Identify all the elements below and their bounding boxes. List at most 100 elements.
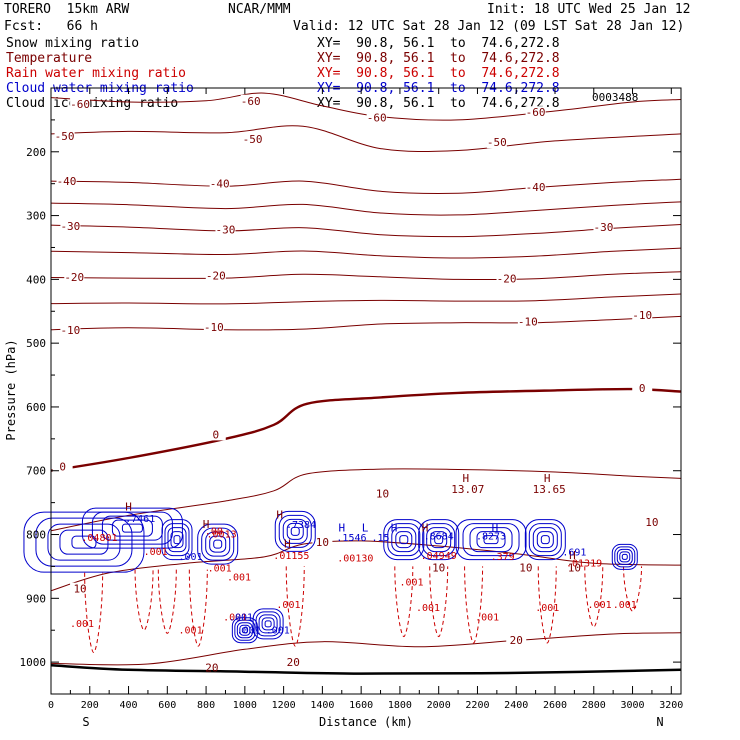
south-label: S — [82, 715, 89, 729]
cloud-water-contour — [274, 510, 316, 552]
cloud-value-label: .001 — [237, 625, 261, 636]
cloud-value-label: .001 — [179, 552, 203, 563]
x-tick-label: 1600 — [349, 700, 373, 711]
cloud-water-contour — [476, 531, 506, 549]
temperature-label: -10 — [632, 309, 652, 322]
contour-label-bg — [70, 97, 91, 110]
y-tick-label: 700 — [26, 465, 46, 478]
rain-value-label: .001 — [613, 600, 637, 611]
field-temperature: Temperature — [6, 51, 93, 66]
x-tick-label: 600 — [158, 700, 176, 711]
rain-value-label: .00130 — [337, 553, 373, 564]
cloud-water-contour — [391, 527, 417, 553]
cloud-value-label: .15 — [372, 533, 390, 544]
temperature-label: 20 — [510, 634, 523, 647]
cloud-water-contour — [387, 523, 421, 557]
contour-label-bg — [506, 633, 527, 646]
contour-label-bg — [60, 219, 81, 232]
cloud-value-label: .1546 — [336, 533, 366, 544]
contour-label-bg — [215, 223, 236, 236]
contour-label-bg — [205, 269, 226, 282]
ground-surface-line — [50, 664, 682, 675]
cloud-water-contour — [611, 543, 638, 570]
cloud-water-contour — [616, 548, 633, 565]
rain-shaft — [429, 566, 449, 638]
contour-label-bg — [52, 460, 73, 473]
temperature-contour-20 — [50, 632, 682, 666]
contour-annotation: 20 — [205, 662, 218, 675]
forecast-hour: Fcst: 66 h — [4, 19, 98, 34]
contour-annotation: 13.07 — [451, 483, 484, 496]
rain-shaft — [464, 566, 484, 644]
temperature-label: -20 — [497, 273, 517, 286]
cloud-value-label: .001 — [266, 625, 290, 636]
temperature-label: -50 — [243, 133, 263, 146]
cloud-value-label: .7384 — [286, 520, 316, 531]
temperature-label: 20 — [287, 656, 300, 669]
cloud-water-contour — [173, 535, 181, 545]
cloud-value-label: .001 — [229, 613, 253, 624]
cloud-water-contour — [532, 527, 558, 553]
cloud-water-contour — [619, 551, 631, 563]
temperature-contour--30 — [50, 224, 682, 238]
contour-label-bg — [54, 129, 75, 142]
temperature-label: -10 — [518, 315, 538, 328]
contour-label-bg — [641, 515, 662, 528]
y-axis-label: Pressure (hPa) — [4, 339, 18, 440]
x-tick-label: 200 — [81, 700, 99, 711]
rain-value-label: .001 — [227, 572, 251, 583]
cloud-water-contour — [395, 531, 413, 549]
cloud-water-contour — [255, 611, 281, 637]
rain-value-label: .001 — [144, 547, 168, 558]
rain-value-label: .001 — [416, 603, 440, 614]
cloud-water-contour — [111, 519, 153, 537]
cloud-water-contour — [35, 517, 133, 567]
high-marker: H — [203, 518, 210, 531]
cloud-water-contour — [234, 619, 256, 641]
high-marker: H — [284, 537, 291, 550]
cloud-water-contour — [286, 522, 304, 540]
xy-rain: XY= 90.8, 56.1 to 74.6,272.8 — [317, 66, 560, 81]
temperature-label: 0 — [59, 460, 66, 473]
cloud-water-contour — [264, 620, 272, 628]
temperature-label: -30 — [216, 224, 236, 237]
cloud-water-contour — [59, 529, 109, 555]
temperature-label: -60 — [526, 106, 546, 119]
cloud-water-contour — [236, 622, 253, 639]
cloud-water-contour — [434, 535, 444, 545]
contour-label-bg — [632, 381, 653, 394]
y-tick-label: 400 — [26, 273, 46, 286]
contour-label-bg — [70, 582, 91, 595]
cloud-water-contour — [282, 518, 308, 544]
contour-label-bg — [525, 180, 546, 193]
rain-shaft — [134, 569, 154, 631]
x-tick-label: 2600 — [543, 700, 567, 711]
cloud-water-contour — [528, 523, 562, 557]
y-tick-label: 600 — [26, 401, 46, 414]
contour-annotation: 10 — [376, 488, 389, 501]
temperature-contour--50 — [50, 125, 682, 153]
x-tick-label: 1000 — [233, 700, 257, 711]
cloud-water-contour — [418, 519, 460, 561]
temperature-label: -60 — [241, 95, 261, 108]
x-tick-label: 2000 — [427, 700, 451, 711]
cloud-water-contour — [383, 519, 425, 561]
contour-label-bg — [205, 428, 226, 441]
cloud-water-contour — [422, 523, 456, 557]
contour-label-bg — [60, 323, 81, 336]
cloud-water-contour — [47, 523, 121, 561]
field-rain: Rain water mixing ratio — [6, 66, 187, 81]
contour-label-bg — [283, 656, 304, 669]
cloud-value-label: .8273 — [476, 532, 506, 543]
cloud-water-contour — [524, 519, 566, 561]
rain-value-label: .001 — [400, 578, 424, 589]
cloud-water-contour — [430, 531, 448, 549]
contour-annotation: 10 — [432, 562, 445, 575]
x-tick-label: 800 — [197, 700, 215, 711]
cloud-water-contour — [614, 546, 636, 568]
rain-value-label: .001 — [208, 564, 232, 575]
temperature-label: -40 — [57, 175, 77, 188]
temperature-label: 10 — [645, 516, 658, 529]
contour-label-bg — [209, 177, 230, 190]
cloud-water-contour — [231, 617, 258, 644]
